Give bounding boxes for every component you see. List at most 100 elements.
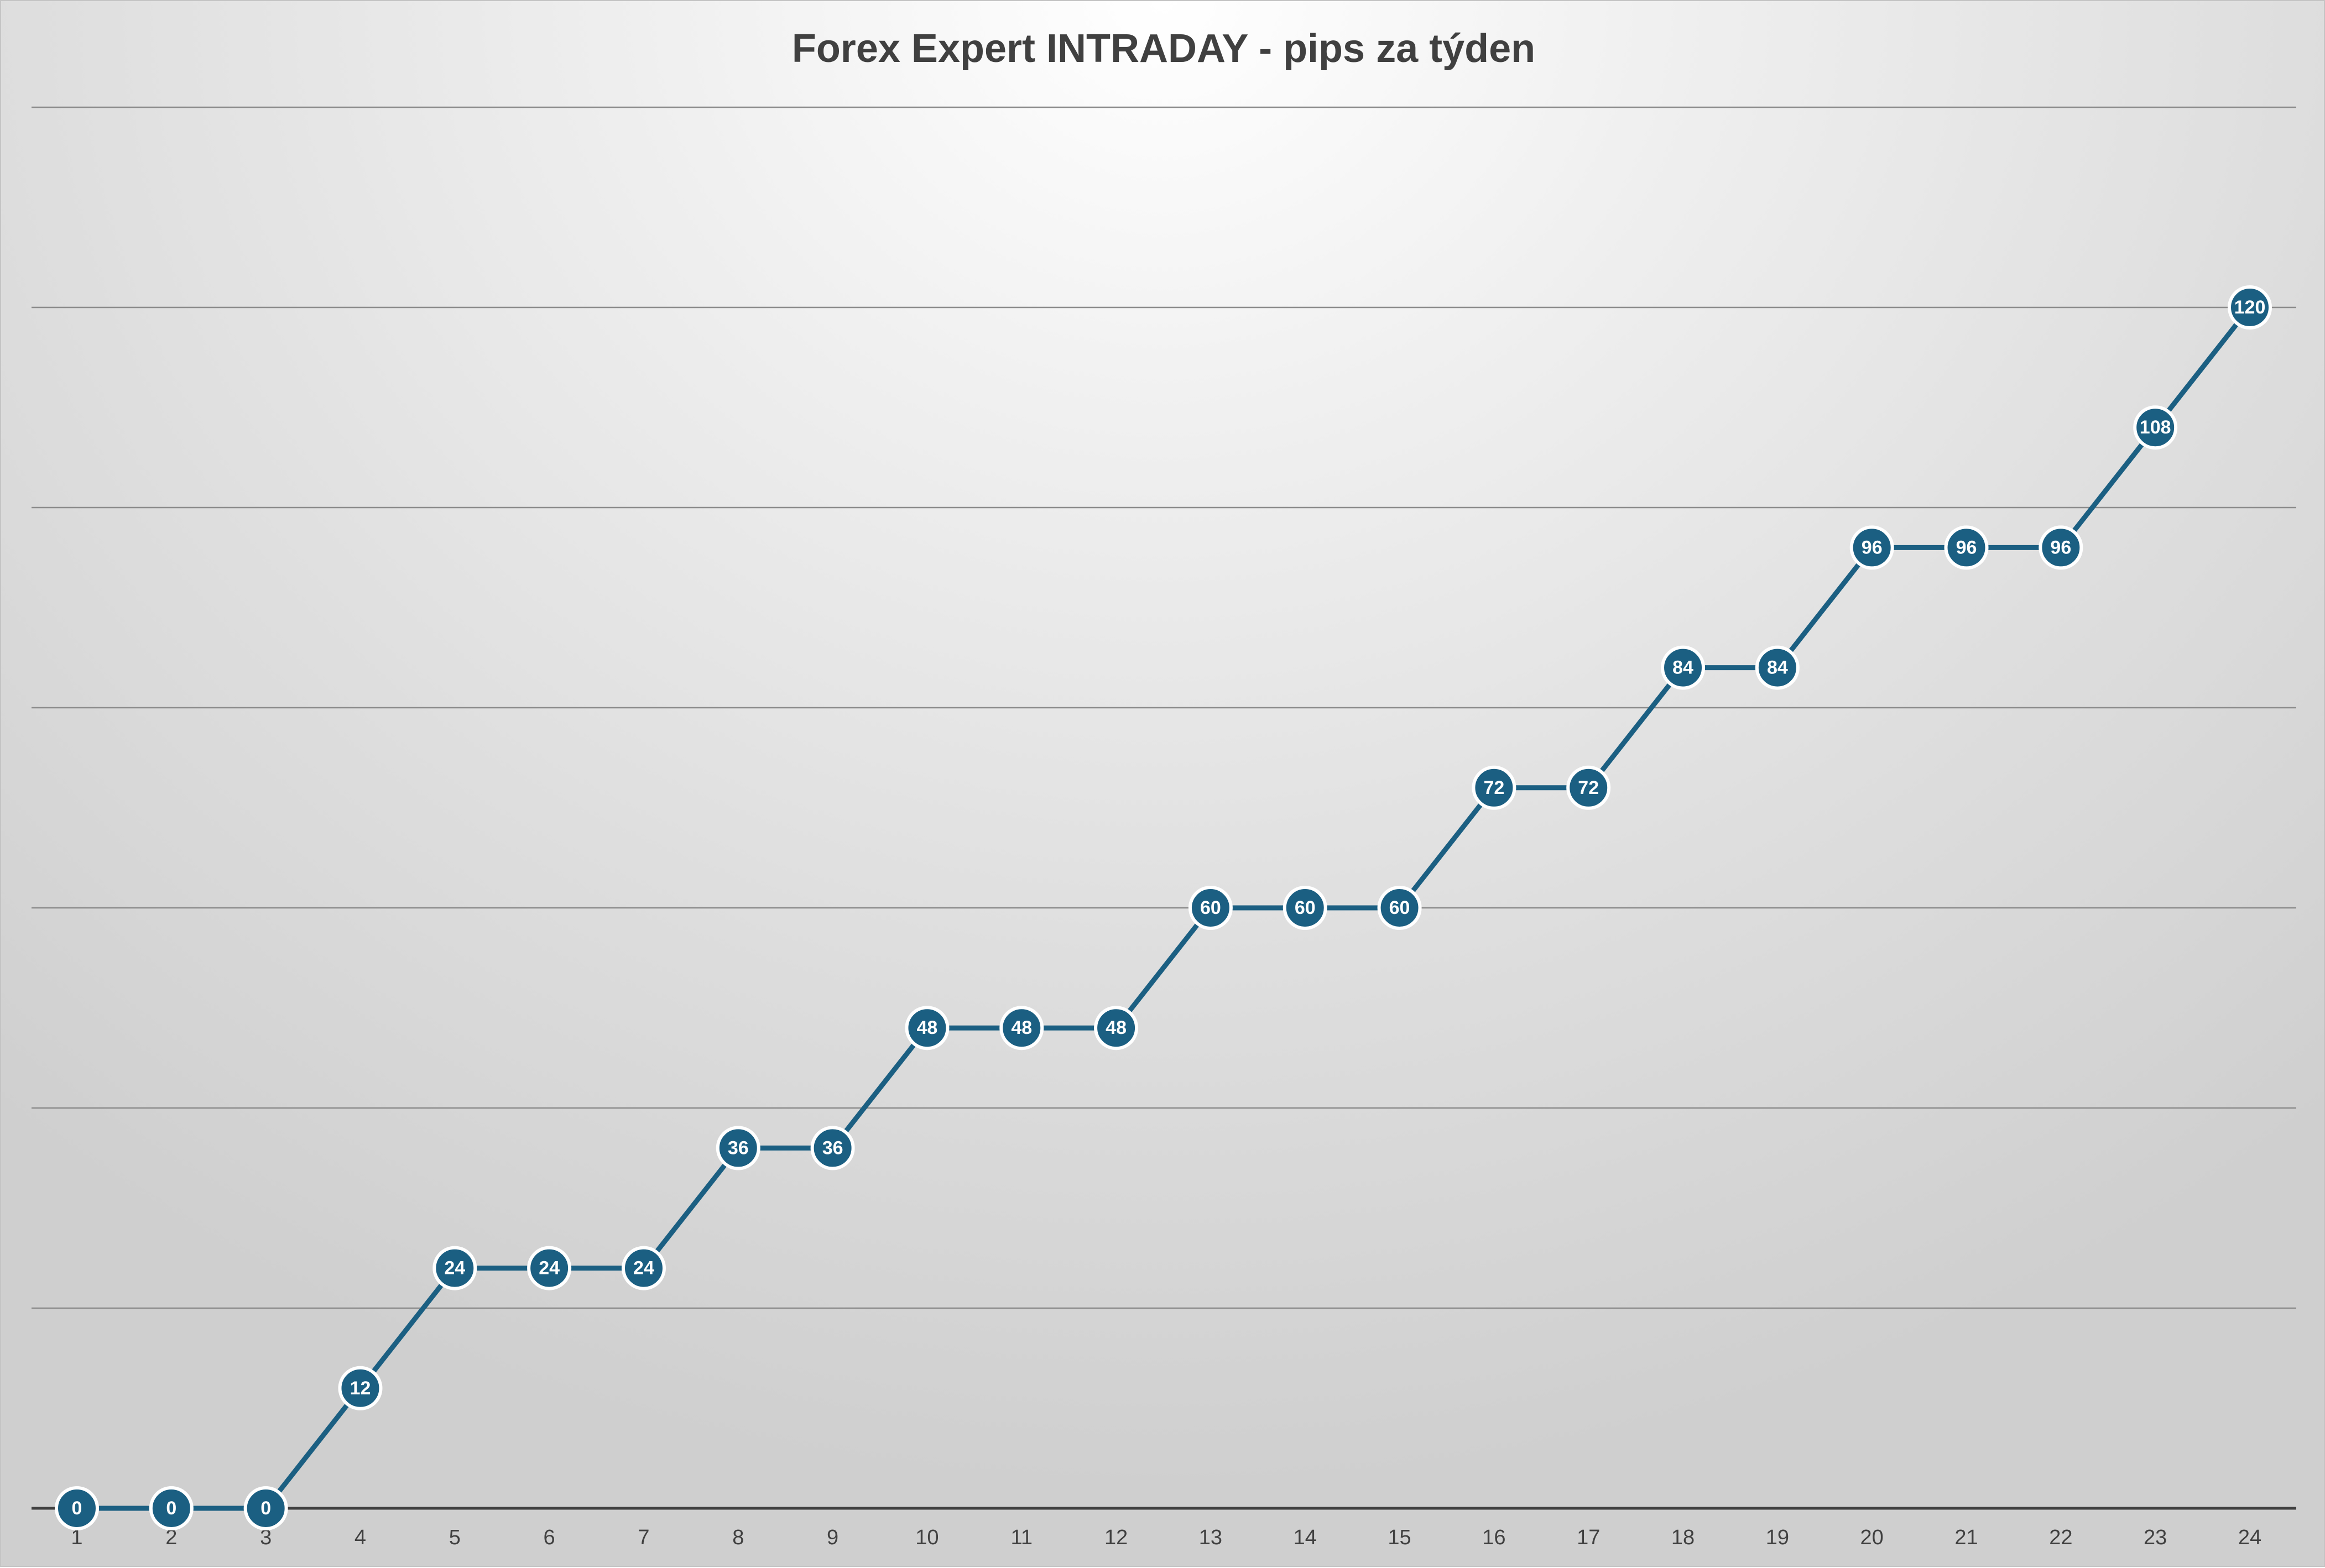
x-tick-label: 19 bbox=[1766, 1526, 1789, 1549]
x-tick-label: 13 bbox=[1199, 1526, 1222, 1549]
point-marker bbox=[1094, 1006, 1139, 1050]
x-tick-label: 6 bbox=[544, 1526, 555, 1549]
point-marker bbox=[1377, 886, 1422, 930]
x-tick-label: 24 bbox=[2238, 1526, 2261, 1549]
data-point: 0 bbox=[55, 1486, 99, 1530]
x-tick-label: 16 bbox=[1482, 1526, 1505, 1549]
x-tick-label: 20 bbox=[1860, 1526, 1884, 1549]
point-marker bbox=[2039, 525, 2083, 570]
x-tick-label: 7 bbox=[638, 1526, 649, 1549]
data-point: 36 bbox=[716, 1126, 760, 1170]
data-label: 72 bbox=[1578, 777, 1599, 798]
point-marker bbox=[1849, 525, 1894, 570]
point-marker bbox=[1755, 645, 1800, 690]
data-label: 60 bbox=[1295, 897, 1316, 918]
point-marker bbox=[905, 1006, 950, 1050]
data-label: 120 bbox=[2234, 297, 2266, 318]
point-marker bbox=[621, 1246, 666, 1290]
data-point: 48 bbox=[999, 1006, 1044, 1050]
x-tick-label: 21 bbox=[1954, 1526, 1978, 1549]
point-marker bbox=[243, 1486, 288, 1530]
data-label: 96 bbox=[2050, 537, 2071, 558]
data-point: 24 bbox=[621, 1246, 666, 1290]
x-tick-label: 15 bbox=[1388, 1526, 1411, 1549]
x-tick-label: 17 bbox=[1577, 1526, 1600, 1549]
point-marker bbox=[999, 1006, 1044, 1050]
data-label: 96 bbox=[1862, 537, 1883, 558]
data-label: 72 bbox=[1483, 777, 1504, 798]
gridlines bbox=[32, 106, 2296, 1309]
x-tick-label: 1 bbox=[71, 1526, 82, 1549]
data-point: 84 bbox=[1755, 645, 1800, 690]
point-marker bbox=[1472, 765, 1516, 810]
data-point: 72 bbox=[1566, 765, 1611, 810]
point-marker bbox=[1188, 886, 1233, 930]
x-tick-label: 4 bbox=[355, 1526, 366, 1549]
point-marker bbox=[1283, 886, 1327, 930]
data-point: 96 bbox=[1849, 525, 1894, 570]
x-tick-label: 11 bbox=[1011, 1526, 1033, 1549]
data-point: 120 bbox=[2228, 285, 2272, 330]
point-marker bbox=[810, 1126, 855, 1170]
data-label: 24 bbox=[633, 1258, 654, 1279]
data-point: 24 bbox=[432, 1246, 477, 1290]
data-label: 60 bbox=[1389, 897, 1410, 918]
point-marker bbox=[527, 1246, 572, 1290]
data-label: 96 bbox=[1956, 537, 1977, 558]
point-marker bbox=[55, 1486, 99, 1530]
data-label: 108 bbox=[2140, 417, 2171, 438]
data-point: 72 bbox=[1472, 765, 1516, 810]
x-tick-label: 3 bbox=[260, 1526, 272, 1549]
data-point: 0 bbox=[149, 1486, 194, 1530]
data-point: 0 bbox=[243, 1486, 288, 1530]
data-point: 96 bbox=[2039, 525, 2083, 570]
data-point: 24 bbox=[527, 1246, 572, 1290]
data-label: 60 bbox=[1200, 897, 1221, 918]
chart-title: Forex Expert INTRADAY - pips za týden bbox=[792, 27, 1535, 71]
data-label: 0 bbox=[260, 1498, 271, 1519]
point-marker bbox=[1661, 645, 1706, 690]
x-tick-label: 2 bbox=[165, 1526, 177, 1549]
x-tick-label: 8 bbox=[732, 1526, 744, 1549]
data-point: 60 bbox=[1188, 886, 1233, 930]
data-point: 48 bbox=[905, 1006, 950, 1050]
point-marker bbox=[1566, 765, 1611, 810]
point-marker bbox=[432, 1246, 477, 1290]
data-point: 84 bbox=[1661, 645, 1706, 690]
data-label: 24 bbox=[539, 1258, 560, 1279]
x-tick-label: 22 bbox=[2049, 1526, 2072, 1549]
data-point: 36 bbox=[810, 1126, 855, 1170]
x-tick-label: 23 bbox=[2144, 1526, 2167, 1549]
data-point: 12 bbox=[338, 1366, 383, 1410]
data-label: 12 bbox=[350, 1378, 371, 1399]
x-tick-label: 18 bbox=[1671, 1526, 1695, 1549]
data-label: 24 bbox=[444, 1258, 465, 1279]
point-marker bbox=[2228, 285, 2272, 330]
x-tick-label: 10 bbox=[915, 1526, 939, 1549]
point-marker bbox=[1944, 525, 1989, 570]
x-tick-label: 14 bbox=[1294, 1526, 1317, 1549]
x-tick-label: 9 bbox=[827, 1526, 838, 1549]
data-label: 36 bbox=[728, 1137, 749, 1158]
data-points: 0 0 0 12 24 24 24 36 36 48 48 48 60 60 60 72 72 84 84 96 96 9… bbox=[55, 285, 2272, 1530]
x-tick-label: 5 bbox=[449, 1526, 461, 1549]
point-marker bbox=[149, 1486, 194, 1530]
x-tick-labels: 1 2 3 4 5 6 7 8 9 10 11 12 13 14 15 16 17 18 19 20 21 22 23 24 bbox=[71, 1526, 2261, 1549]
data-label: 84 bbox=[1672, 657, 1693, 678]
data-point: 60 bbox=[1283, 886, 1327, 930]
data-label: 0 bbox=[166, 1498, 176, 1519]
data-label: 84 bbox=[1767, 657, 1788, 678]
x-tick-label: 12 bbox=[1104, 1526, 1128, 1549]
data-label: 48 bbox=[1106, 1017, 1127, 1038]
point-marker bbox=[2133, 405, 2178, 450]
data-point: 108 bbox=[2133, 405, 2178, 450]
data-label: 48 bbox=[1011, 1017, 1032, 1038]
point-marker bbox=[338, 1366, 383, 1410]
data-point: 48 bbox=[1094, 1006, 1139, 1050]
data-point: 96 bbox=[1944, 525, 1989, 570]
data-point: 60 bbox=[1377, 886, 1422, 930]
data-label: 0 bbox=[72, 1498, 82, 1519]
data-label: 48 bbox=[917, 1017, 938, 1038]
